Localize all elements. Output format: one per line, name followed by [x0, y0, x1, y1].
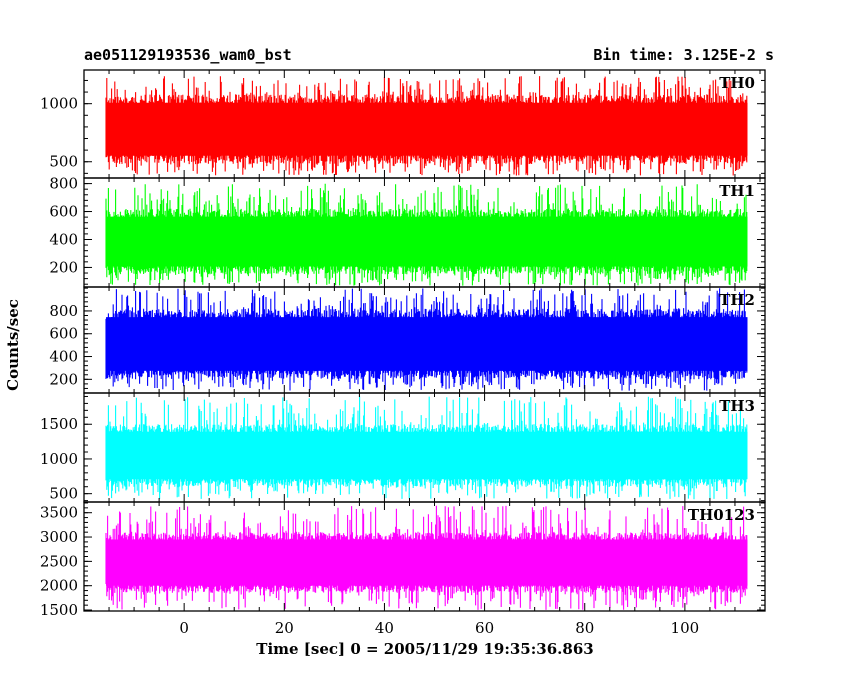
y-tick-label: 2000: [40, 577, 78, 595]
panel-label-th0: TH0: [719, 74, 755, 92]
x-tick-label: 60: [475, 619, 494, 637]
y-tick-label: 200: [49, 370, 78, 388]
bin-time-label: Bin time: 3.125E-2 s: [593, 46, 774, 64]
x-tick-label: 40: [375, 619, 394, 637]
y-tick-label: 1500: [40, 415, 78, 433]
y-tick-label: 400: [49, 230, 78, 248]
panel-label-th3: TH3: [719, 397, 755, 415]
y-tick-label: 500: [49, 153, 78, 171]
figure-title: ae051129193536_wam0_bst: [84, 46, 292, 64]
y-tick-label: 800: [49, 175, 78, 193]
y-tick-label: 1000: [40, 95, 78, 113]
y-tick-label: 400: [49, 348, 78, 366]
x-axis-label: Time [sec] 0 = 2005/11/29 19:35:36.863: [256, 640, 593, 658]
y-tick-label: 2500: [40, 552, 78, 570]
panel-label-th1: TH1: [719, 182, 755, 200]
y-tick-label: 600: [49, 325, 78, 343]
panel-label-th0123: TH0123: [688, 506, 755, 524]
x-tick-label: 0: [179, 619, 189, 637]
panel-label-th2: TH2: [719, 291, 755, 309]
x-tick-label: 20: [275, 619, 294, 637]
y-tick-label: 3500: [40, 504, 78, 522]
y-tick-label: 1500: [40, 601, 78, 619]
series-core-th1: [106, 216, 748, 267]
x-tick-label: 80: [575, 619, 594, 637]
panel-frame: [83, 501, 766, 612]
series-core-th2: [106, 317, 748, 371]
y-tick-label: 600: [49, 203, 78, 221]
y-tick-label: 3000: [40, 528, 78, 546]
y-tick-label: 800: [49, 302, 78, 320]
series-core-th0: [106, 102, 748, 156]
series-core-th0123: [106, 539, 748, 586]
series-core-th3: [106, 431, 748, 480]
y-tick-label: 500: [49, 485, 78, 503]
y-axis-label: Counts/sec: [4, 299, 22, 391]
x-tick-label: 100: [671, 619, 700, 637]
y-tick-label: 1000: [40, 450, 78, 468]
y-tick-label: 200: [49, 258, 78, 276]
